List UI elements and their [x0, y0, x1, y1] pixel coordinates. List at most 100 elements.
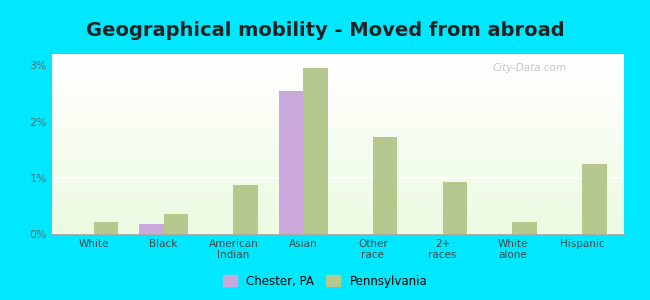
Bar	[52, 170, 624, 171]
Bar	[52, 173, 624, 174]
Bar	[52, 180, 624, 181]
Bar	[52, 233, 624, 234]
Bar	[52, 196, 624, 197]
Bar	[52, 55, 624, 56]
Bar	[52, 89, 624, 90]
Bar	[52, 152, 624, 153]
Bar	[512, 222, 537, 234]
Text: Geographical mobility - Moved from abroad: Geographical mobility - Moved from abroa…	[86, 21, 564, 40]
Bar	[52, 203, 624, 204]
Bar	[52, 58, 624, 59]
Bar	[303, 68, 328, 234]
Bar	[52, 134, 624, 135]
Bar	[52, 109, 624, 110]
Bar	[443, 182, 467, 234]
Bar	[52, 91, 624, 92]
Bar	[52, 209, 624, 210]
Bar	[52, 111, 624, 112]
Bar	[52, 105, 624, 106]
Bar	[52, 71, 624, 72]
Bar	[52, 135, 624, 136]
Bar	[52, 81, 624, 82]
Bar	[52, 67, 624, 68]
Bar	[52, 119, 624, 120]
Bar	[52, 162, 624, 163]
Bar	[52, 212, 624, 213]
Bar	[52, 166, 624, 167]
Bar	[52, 228, 624, 229]
Bar	[52, 201, 624, 202]
Bar	[52, 153, 624, 154]
Bar	[52, 230, 624, 231]
Bar	[52, 127, 624, 128]
Bar	[52, 206, 624, 207]
Bar	[52, 218, 624, 219]
Bar	[52, 154, 624, 155]
Bar	[52, 168, 624, 169]
Bar	[52, 93, 624, 94]
Bar	[52, 57, 624, 58]
Bar	[52, 95, 624, 96]
Bar	[52, 120, 624, 121]
Bar	[52, 226, 624, 227]
Bar	[52, 99, 624, 100]
Bar	[52, 59, 624, 60]
Bar	[52, 60, 624, 61]
Bar	[52, 143, 624, 144]
Bar	[52, 107, 624, 108]
Bar	[52, 163, 624, 164]
Bar	[52, 232, 624, 233]
Bar	[52, 215, 624, 216]
Bar	[52, 133, 624, 134]
Bar	[52, 116, 624, 117]
Bar	[52, 88, 624, 89]
Bar	[52, 122, 624, 123]
Bar	[52, 94, 624, 95]
Bar	[52, 65, 624, 66]
Bar	[52, 138, 624, 139]
Bar	[52, 219, 624, 220]
Bar	[52, 185, 624, 186]
Bar	[52, 123, 624, 124]
Bar	[52, 202, 624, 203]
Bar	[52, 73, 624, 74]
Bar	[139, 224, 164, 234]
Bar	[52, 229, 624, 230]
Bar	[52, 149, 624, 150]
Legend: Chester, PA, Pennsylvania: Chester, PA, Pennsylvania	[219, 271, 431, 291]
Bar	[52, 130, 624, 131]
Bar	[164, 214, 188, 234]
Bar	[52, 142, 624, 143]
Bar	[52, 79, 624, 80]
Bar	[52, 193, 624, 194]
Bar	[52, 128, 624, 129]
Bar	[52, 92, 624, 93]
Bar	[52, 85, 624, 86]
Bar	[52, 221, 624, 222]
Bar	[52, 146, 624, 147]
Bar	[52, 160, 624, 161]
Bar	[52, 181, 624, 182]
Bar	[52, 106, 624, 107]
Bar	[52, 197, 624, 198]
Bar	[52, 165, 624, 166]
Bar	[52, 117, 624, 118]
Bar	[52, 190, 624, 191]
Bar	[52, 189, 624, 190]
Bar	[52, 148, 624, 149]
Bar	[52, 102, 624, 103]
Bar	[52, 202, 624, 203]
Bar	[52, 158, 624, 159]
Bar	[52, 144, 624, 145]
Bar	[52, 140, 624, 141]
Bar	[52, 141, 624, 142]
Bar	[52, 150, 624, 151]
Bar	[52, 61, 624, 62]
Bar	[52, 161, 624, 162]
Bar	[52, 188, 624, 189]
Bar	[52, 151, 624, 152]
Bar	[52, 169, 624, 170]
Bar	[52, 192, 624, 193]
Bar	[52, 223, 624, 224]
Bar	[279, 91, 303, 234]
